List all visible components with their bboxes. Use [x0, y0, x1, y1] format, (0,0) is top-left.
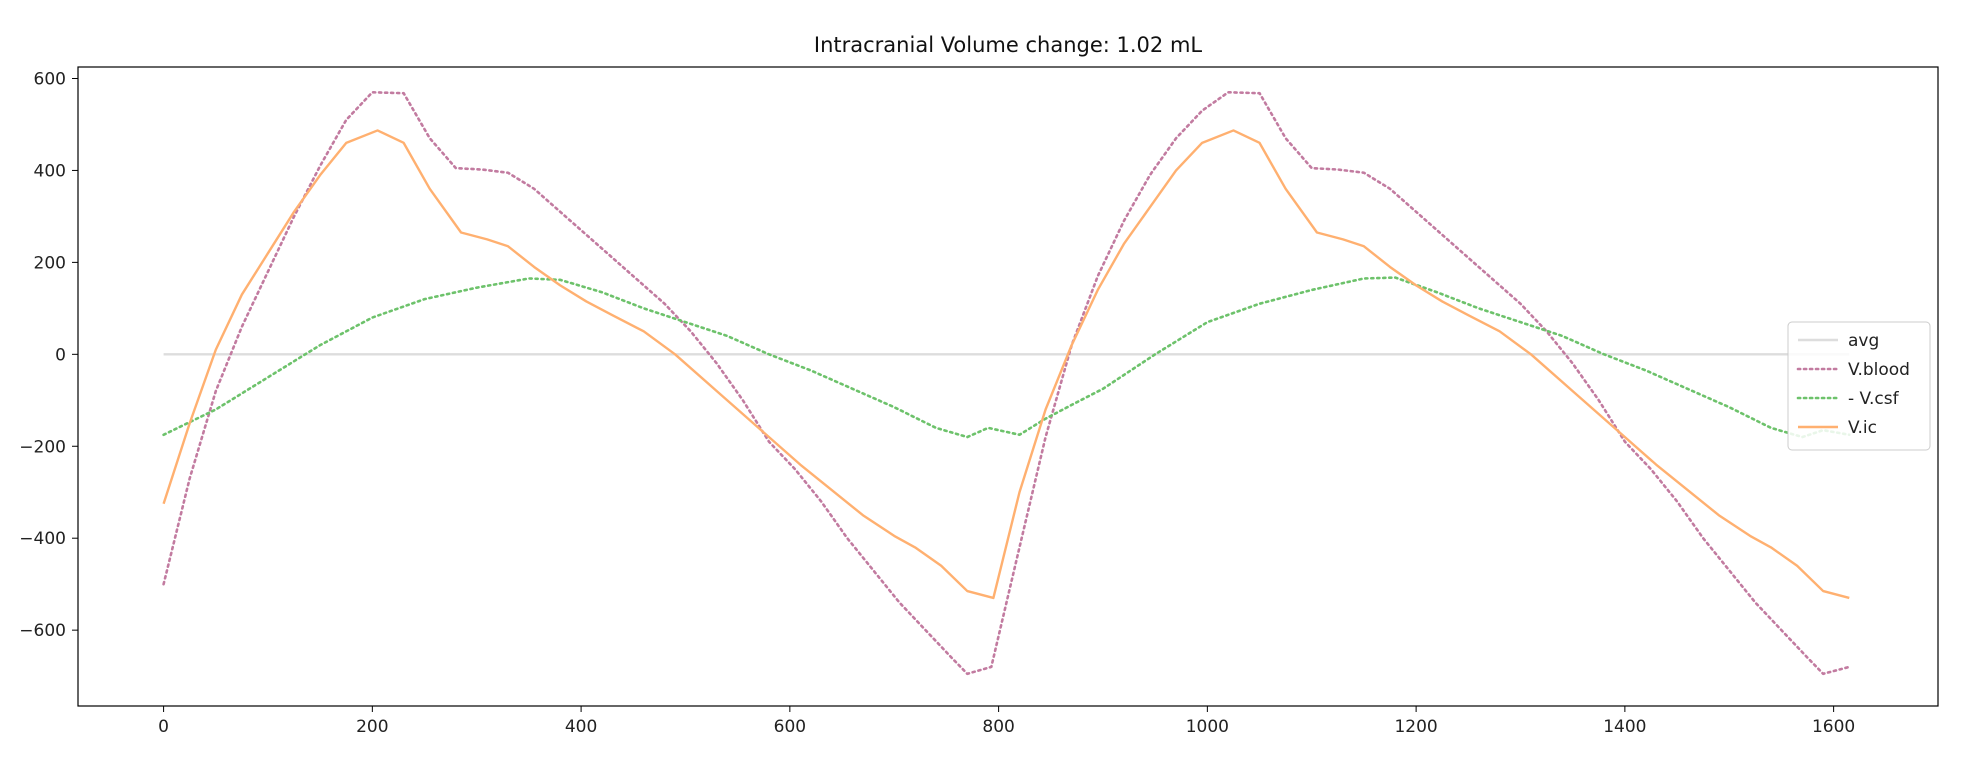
x-tick-label: 1400 — [1603, 717, 1646, 737]
legend: avg V.blood - V.csf V.ic — [1787, 321, 1931, 451]
series-line-v-csf — [162, 276, 1851, 439]
legend-label: V.blood — [1848, 360, 1910, 380]
y-tick-label: −200 — [19, 437, 66, 457]
legend-label: - V.csf — [1848, 389, 1900, 409]
x-axis: 0 200 400 600 800 1000 1200 1400 1600 — [158, 706, 1855, 737]
plot-frame — [77, 66, 1939, 707]
x-tick-label: 1000 — [1186, 717, 1229, 737]
chart-title: Intracranial Volume change: 1.02 mL — [814, 33, 1203, 57]
x-tick-label: 600 — [774, 717, 806, 737]
series-layer — [162, 90, 1851, 676]
x-tick-label: 400 — [565, 717, 597, 737]
legend-box — [1787, 321, 1931, 451]
y-tick-label: 600 — [34, 69, 66, 89]
x-tick-label: 0 — [158, 717, 169, 737]
y-tick-label: −600 — [19, 621, 66, 641]
y-axis: −600 −400 −200 0 200 400 600 — [19, 69, 78, 641]
y-tick-label: −400 — [19, 529, 66, 549]
x-tick-label: 200 — [356, 717, 388, 737]
y-tick-label: 0 — [55, 345, 66, 365]
series-line-v-blood — [162, 90, 1851, 676]
legend-label: V.ic — [1848, 418, 1877, 438]
legend-label: avg — [1848, 331, 1879, 351]
x-tick-label: 800 — [982, 717, 1014, 737]
y-tick-label: 400 — [34, 161, 66, 181]
y-tick-label: 200 — [34, 253, 66, 273]
x-tick-label: 1600 — [1812, 717, 1855, 737]
series-line-v-ic — [162, 129, 1850, 600]
x-tick-label: 1200 — [1394, 717, 1437, 737]
